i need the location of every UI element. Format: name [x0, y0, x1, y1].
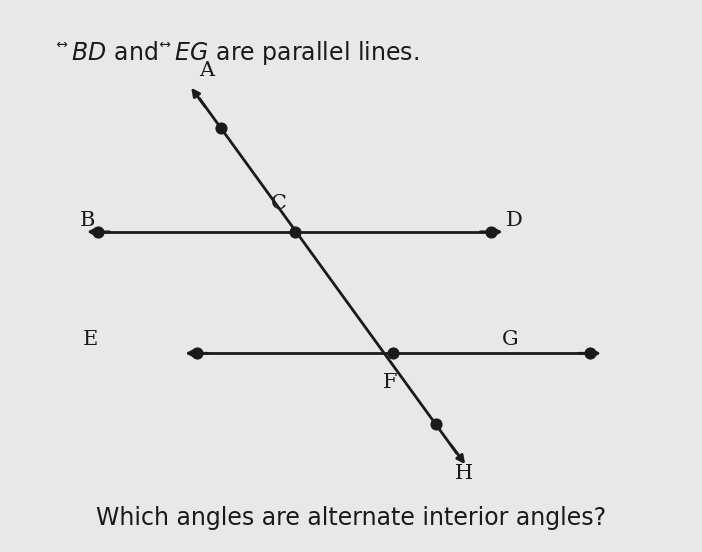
Point	[215, 123, 226, 132]
Text: A: A	[199, 61, 215, 80]
Text: Which angles are alternate interior angles?: Which angles are alternate interior angl…	[96, 506, 606, 530]
Point	[388, 349, 399, 358]
Text: E: E	[83, 330, 98, 349]
Point	[584, 349, 595, 358]
Text: $\overleftrightarrow{BD}$ and $\overleftrightarrow{EG}$ are parallel lines.: $\overleftrightarrow{BD}$ and $\overleft…	[56, 39, 419, 67]
Point	[191, 349, 202, 358]
Point	[430, 420, 442, 429]
Text: H: H	[455, 464, 473, 482]
Text: C: C	[270, 194, 286, 213]
Text: D: D	[505, 211, 522, 230]
Point	[93, 227, 104, 236]
Point	[289, 227, 300, 236]
Text: F: F	[383, 373, 397, 391]
Point	[486, 227, 497, 236]
Text: B: B	[79, 211, 95, 230]
Text: G: G	[502, 330, 519, 349]
